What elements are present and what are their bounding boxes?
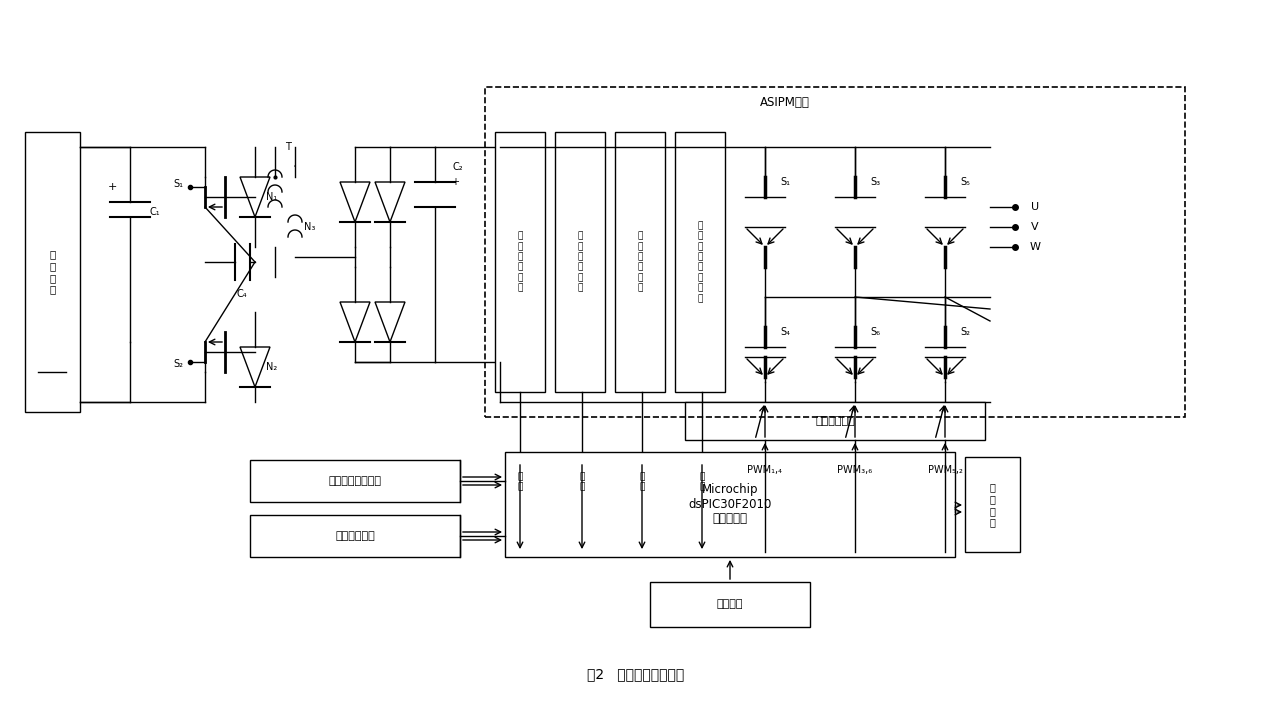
- Bar: [495, 132, 544, 392]
- Text: S₂: S₂: [173, 359, 183, 369]
- Text: 过
热: 过 热: [579, 472, 585, 492]
- Text: PWM₃,₆: PWM₃,₆: [837, 465, 873, 475]
- Text: S₂: S₂: [960, 327, 971, 337]
- Text: 图2   主电路及硬件构成: 图2 主电路及硬件构成: [588, 667, 684, 681]
- Text: 光
伏
阵
列: 光 伏 阵 列: [50, 250, 56, 294]
- Text: 报
警
电
路: 报 警 电 路: [990, 483, 996, 528]
- Bar: [505, 452, 955, 557]
- Text: S₄: S₄: [780, 327, 790, 337]
- Bar: [251, 515, 460, 557]
- Bar: [675, 132, 725, 392]
- Text: +: +: [452, 177, 459, 187]
- Bar: [251, 460, 460, 502]
- Text: U: U: [1030, 202, 1039, 212]
- Text: +: +: [107, 182, 117, 192]
- Bar: [650, 582, 810, 627]
- Text: 过
流: 过 流: [700, 472, 705, 492]
- Text: 控制电源: 控制电源: [716, 599, 743, 609]
- Text: C₂: C₂: [453, 162, 463, 172]
- Bar: [25, 132, 80, 412]
- Text: ASIPM模块: ASIPM模块: [761, 95, 810, 108]
- Text: Microchip
dsPIC30F2010
中央处理器: Microchip dsPIC30F2010 中央处理器: [688, 483, 772, 525]
- Text: N₃: N₃: [304, 222, 315, 232]
- Text: 隔离驱动电路: 隔离驱动电路: [815, 416, 855, 426]
- Text: 欠
压
保
护
电
路: 欠 压 保 护 电 路: [637, 231, 642, 293]
- Text: S₁: S₁: [173, 179, 183, 189]
- Text: 故
障: 故 障: [518, 472, 523, 492]
- Bar: [485, 87, 1186, 417]
- Text: W: W: [1029, 242, 1040, 252]
- Text: PWM₁,₄: PWM₁,₄: [748, 465, 782, 475]
- Bar: [686, 402, 985, 440]
- Text: S₅: S₅: [960, 177, 971, 187]
- Text: N₂: N₂: [266, 362, 277, 372]
- Text: T: T: [285, 142, 291, 152]
- Text: C₄: C₄: [237, 289, 247, 299]
- Text: 过
流
短
路
保
护
电
路: 过 流 短 路 保 护 电 路: [697, 221, 702, 303]
- Text: PWM₅,₂: PWM₅,₂: [927, 465, 963, 475]
- Text: 水位打干检测: 水位打干检测: [335, 531, 375, 541]
- Text: 阵列母线电压检测: 阵列母线电压检测: [328, 476, 382, 486]
- Text: V: V: [1032, 222, 1039, 232]
- Text: S₃: S₃: [870, 177, 880, 187]
- Bar: [555, 132, 605, 392]
- Text: C₁: C₁: [150, 207, 160, 217]
- Text: ·: ·: [293, 160, 298, 174]
- Bar: [614, 132, 665, 392]
- Text: S₁: S₁: [780, 177, 790, 187]
- Text: S₆: S₆: [870, 327, 880, 337]
- Text: 故
障
输
出
电
路: 故 障 输 出 电 路: [518, 231, 523, 293]
- Bar: [965, 457, 1020, 552]
- Text: N₁: N₁: [266, 192, 277, 202]
- Text: 欠
压: 欠 压: [640, 472, 645, 492]
- Text: 过
热
保
护
电
路: 过 热 保 护 电 路: [577, 231, 583, 293]
